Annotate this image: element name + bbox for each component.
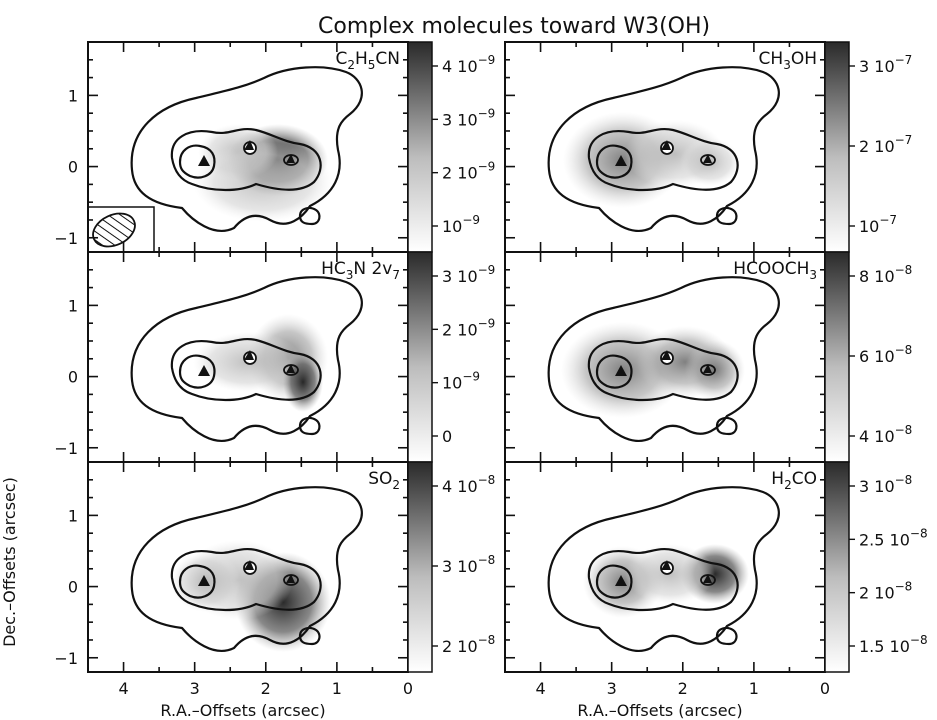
molecule-label: CH3OH xyxy=(759,49,817,72)
molecule-label: HC3N 2v7 xyxy=(321,259,400,282)
colorbar-tick-label: 4 10−9 xyxy=(442,53,495,76)
x-tick-label: 4 xyxy=(118,679,128,698)
molecule-label: HCOOCH3 xyxy=(733,259,817,282)
small-contour xyxy=(298,206,321,226)
core-contour xyxy=(178,564,216,599)
x-axis-label-left: R.A.–Offsets (arcsec) xyxy=(160,701,325,720)
colorbar-tick-label: 6 10−8 xyxy=(859,343,912,366)
colorbar-tick-label: 1.5 10−8 xyxy=(859,633,928,656)
y-tick-label: 1 xyxy=(68,296,78,315)
colorbar-tick-label: 2 10−8 xyxy=(442,633,495,656)
x-tick-label: 3 xyxy=(190,679,200,698)
inner-contour xyxy=(587,548,739,612)
colorbar-tick-label: 2 10−9 xyxy=(442,316,495,339)
colorbar-tick-label: 3 10−9 xyxy=(442,106,495,129)
colorbar-tick-label: 2.5 10−8 xyxy=(859,526,928,549)
colorbar-tick-label: 3 10−9 xyxy=(442,263,495,286)
small-contour xyxy=(715,416,738,436)
colorbar-tick-label: 0 xyxy=(442,427,452,446)
x-tick-label: 1 xyxy=(332,679,342,698)
colorbar: 8 10−8 6 10−8 4 10−8 xyxy=(824,251,912,463)
source-triangle xyxy=(198,575,210,586)
core-contour xyxy=(595,354,633,389)
source-triangle xyxy=(615,155,627,166)
map-panel: 1 0 −1 C2H5CN 4 10−9 3 10−9 2 10−9 10−9 xyxy=(54,41,495,253)
colorbar: 3 10−7 2 10−7 10−7 xyxy=(824,41,912,253)
source-triangle xyxy=(615,365,627,376)
small-contour xyxy=(298,416,321,436)
y-tick-label: 0 xyxy=(68,578,78,597)
colorbar-tick-label: 4 10−8 xyxy=(859,423,912,446)
core-contour xyxy=(178,144,216,179)
x-tick-label: 3 xyxy=(607,679,617,698)
molecule-label: SO2 xyxy=(368,469,400,492)
source-triangle xyxy=(615,575,627,586)
y-tick-label: 0 xyxy=(68,158,78,177)
small-contour xyxy=(715,626,738,646)
colorbar-tick-label: 10−9 xyxy=(442,370,480,393)
core-contour xyxy=(178,354,216,389)
small-contour xyxy=(298,626,321,646)
x-tick-label: 1 xyxy=(749,679,759,698)
inner-contour xyxy=(170,548,322,612)
beam-ellipse xyxy=(92,212,136,248)
y-tick-label: 0 xyxy=(68,368,78,387)
molecule-label: C2H5CN xyxy=(335,49,400,72)
colorbar-tick-label: 3 10−7 xyxy=(859,53,912,76)
colorbar: 4 10−8 3 10−8 2 10−8 xyxy=(407,461,495,673)
outer-contour xyxy=(130,276,363,442)
x-tick-label: 0 xyxy=(820,679,830,698)
x-tick-label: 4 xyxy=(535,679,545,698)
outer-contour xyxy=(547,66,780,232)
y-tick-label: 1 xyxy=(68,86,78,105)
colorbar: 3 10−8 2.5 10−8 2 10−8 1.5 10−8 xyxy=(824,461,928,673)
source-triangle xyxy=(198,365,210,376)
inner-contour xyxy=(587,128,739,192)
x-tick-label: 2 xyxy=(678,679,688,698)
colorbar-tick-label: 4 10−8 xyxy=(442,473,495,496)
colorbar-tick-label: 8 10−8 xyxy=(859,263,912,286)
outer-contour xyxy=(130,66,363,232)
small-contour xyxy=(715,206,738,226)
inner-contour xyxy=(587,338,739,402)
molecule-label: H2CO xyxy=(771,469,817,492)
core-contour xyxy=(595,564,633,599)
x-axis-label-right: R.A.–Offsets (arcsec) xyxy=(577,701,742,720)
x-tick-label: 2 xyxy=(261,679,271,698)
colorbar-tick-label: 10−9 xyxy=(442,213,480,236)
core-contour xyxy=(595,144,633,179)
figure-title: Complex molecules toward W3(OH) xyxy=(318,14,710,39)
y-tick-label: −1 xyxy=(54,649,78,668)
map-panel: 1 0 −1 4 3 2 1 0 SO2 4 10−8 3 10−8 2 10−8 xyxy=(54,461,495,698)
x-tick-label: 0 xyxy=(403,679,413,698)
y-axis-label: Dec.–Offsets (arcsec) xyxy=(0,477,19,647)
map-panel: CH3OH 3 10−7 2 10−7 10−7 xyxy=(504,41,912,253)
map-panel: 1 0 −1 HC3N 2v7 3 10−9 2 10−9 10−9 0 xyxy=(54,251,495,463)
y-tick-label: −1 xyxy=(54,439,78,458)
map-panel: 4 3 2 1 0 H2CO 3 10−8 2.5 10−8 2 10−8 1.5 10−8 xyxy=(504,461,928,698)
colorbar: 3 10−9 2 10−9 10−9 0 xyxy=(407,251,495,463)
y-tick-label: 1 xyxy=(68,506,78,525)
source-triangle xyxy=(198,155,210,166)
colorbar-tick-label: 2 10−7 xyxy=(859,133,912,156)
outer-contour xyxy=(130,486,363,652)
y-tick-label: −1 xyxy=(54,229,78,248)
colorbar-tick-label: 2 10−9 xyxy=(442,160,495,183)
colorbar: 4 10−9 3 10−9 2 10−9 10−9 xyxy=(407,41,495,253)
map-panel: HCOOCH3 8 10−8 6 10−8 4 10−8 xyxy=(504,251,912,463)
inner-contour xyxy=(170,338,322,402)
outer-contour xyxy=(547,276,780,442)
colorbar-tick-label: 10−7 xyxy=(859,213,897,236)
colorbar-tick-label: 3 10−8 xyxy=(859,473,912,496)
outer-contour xyxy=(547,486,780,652)
inner-contour xyxy=(170,128,322,192)
colorbar-tick-label: 2 10−8 xyxy=(859,580,912,603)
colorbar-tick-label: 3 10−8 xyxy=(442,553,495,576)
